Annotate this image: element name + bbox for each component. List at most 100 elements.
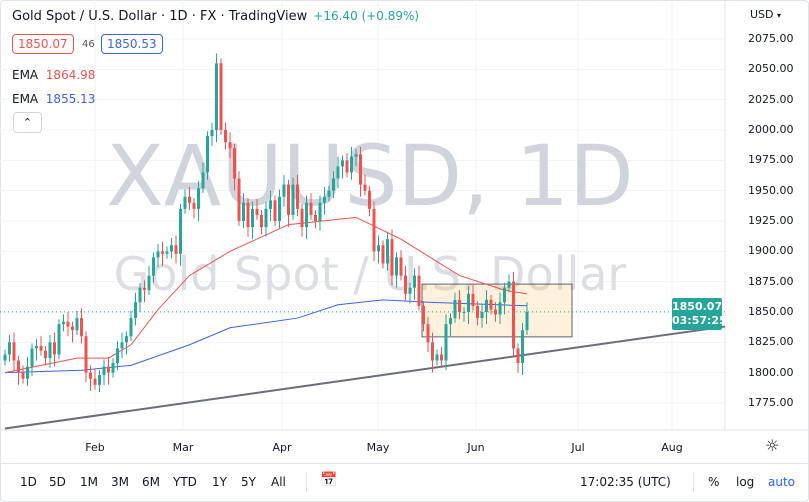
candle-body bbox=[170, 245, 173, 252]
candle-body bbox=[237, 178, 241, 221]
candle-body bbox=[228, 142, 232, 149]
candle-body bbox=[206, 136, 209, 173]
x-tick-label: Jul bbox=[571, 441, 585, 454]
candle-body bbox=[93, 378, 97, 385]
candle-body bbox=[156, 251, 160, 258]
candle-body bbox=[300, 208, 304, 228]
range-button-all[interactable]: All bbox=[271, 475, 286, 489]
trendline bbox=[4, 325, 726, 430]
chevron-up-icon: ⌃ bbox=[22, 116, 33, 129]
symbol-legend: Gold Spot / U.S. Dollar · 1D · FX · Trad… bbox=[12, 9, 419, 24]
ema-label: EMA bbox=[12, 68, 39, 82]
candle-body bbox=[408, 287, 412, 294]
candle-body bbox=[138, 287, 142, 303]
currency-selector[interactable]: USD ▾ bbox=[750, 8, 781, 21]
candle-body bbox=[3, 354, 7, 361]
gear-sun-icon[interactable]: ☼ bbox=[765, 436, 780, 455]
range-button-1d[interactable]: 1D bbox=[20, 475, 37, 489]
sell-price[interactable]: 1850.07 bbox=[12, 34, 74, 54]
candle-body bbox=[246, 202, 250, 228]
candle-body bbox=[269, 200, 272, 209]
range-button-5d[interactable]: 5D bbox=[49, 475, 66, 489]
candle-body bbox=[120, 342, 124, 349]
candle-body bbox=[278, 196, 281, 221]
candle-body bbox=[422, 305, 425, 325]
candle-body bbox=[507, 281, 511, 288]
range-button-5y[interactable]: 5Y bbox=[241, 475, 256, 489]
buy-price[interactable]: 1850.53 bbox=[101, 34, 163, 54]
candle-body bbox=[489, 299, 493, 310]
candle-body bbox=[368, 190, 371, 209]
candle-body bbox=[381, 245, 385, 264]
candle-body bbox=[521, 330, 524, 363]
log-toggle[interactable]: log bbox=[736, 475, 755, 489]
candle-body bbox=[273, 200, 277, 221]
y-tick-label: 1800.00 bbox=[748, 365, 794, 379]
currency-label: USD bbox=[750, 8, 774, 21]
candle-body bbox=[8, 342, 11, 355]
candle-body bbox=[309, 202, 313, 215]
candle-body bbox=[476, 305, 479, 319]
auto-toggle[interactable]: auto bbox=[768, 475, 796, 489]
clock[interactable]: 17:02:35 (UTC) bbox=[580, 475, 671, 489]
candle-body bbox=[179, 208, 182, 254]
candle-body bbox=[332, 178, 335, 191]
y-tick-label: 1975.00 bbox=[748, 153, 794, 167]
ema-fast-legend[interactable]: EMA 1864.98 bbox=[12, 68, 95, 82]
price-change: +16.40 (+0.89%) bbox=[313, 9, 420, 23]
ema-slow-legend[interactable]: EMA 1855.13 bbox=[12, 92, 95, 106]
candle-body bbox=[512, 281, 515, 349]
y-tick-label: 1775.00 bbox=[748, 395, 794, 409]
candle-body bbox=[17, 360, 20, 373]
candle-body bbox=[48, 342, 52, 359]
range-button-ytd[interactable]: YTD bbox=[173, 475, 197, 489]
watermark-description: Gold Spot / U.S. Dollar bbox=[114, 247, 627, 301]
candle-body bbox=[98, 375, 101, 385]
candle-body bbox=[327, 190, 331, 197]
candle-body bbox=[494, 309, 497, 315]
candle-body bbox=[174, 245, 178, 254]
symbol-title[interactable]: Gold Spot / U.S. Dollar · 1D · FX · Trad… bbox=[12, 9, 308, 24]
divider bbox=[693, 472, 694, 492]
candle-body bbox=[201, 172, 205, 189]
candle-body bbox=[399, 257, 403, 276]
candle-body bbox=[242, 202, 245, 221]
candle-body bbox=[404, 275, 407, 294]
candle-body bbox=[390, 239, 394, 276]
x-tick-label: Jun bbox=[467, 441, 485, 454]
collapse-legend-button[interactable]: ⌃ bbox=[13, 112, 42, 133]
candle-body bbox=[12, 342, 16, 361]
range-button-1m[interactable]: 1M bbox=[80, 475, 98, 489]
candle-body bbox=[458, 299, 461, 312]
candle-body bbox=[336, 166, 340, 179]
candle-body bbox=[251, 208, 254, 228]
percent-toggle[interactable]: % bbox=[708, 475, 720, 489]
range-button-1y[interactable]: 1Y bbox=[212, 475, 227, 489]
ema-value: 1855.13 bbox=[45, 92, 96, 106]
candle-body bbox=[233, 148, 236, 179]
candle-body bbox=[345, 160, 349, 173]
candle-body bbox=[260, 214, 263, 228]
chevron-down-icon: ▾ bbox=[777, 11, 782, 20]
candle-body bbox=[413, 275, 416, 288]
candle-body bbox=[116, 348, 119, 363]
bottom-toolbar: 1D 5D 1M 3M 6M YTD 1Y 5Y All 📅 17:02:35 (UTC) % … bbox=[0, 463, 809, 500]
bar-countdown: 03:57:25 bbox=[672, 314, 727, 327]
x-tick-label: Feb bbox=[85, 441, 105, 454]
candle-body bbox=[372, 208, 376, 252]
candle-body bbox=[44, 350, 47, 359]
candle-body bbox=[35, 345, 38, 349]
candle-body bbox=[449, 318, 452, 325]
candle-body bbox=[147, 275, 151, 291]
candle-body bbox=[89, 372, 92, 379]
candle-body bbox=[417, 275, 421, 306]
candle-body bbox=[75, 318, 79, 331]
calendar-goto-icon[interactable]: 📅 bbox=[320, 472, 338, 488]
candle-body bbox=[287, 184, 290, 215]
range-button-3m[interactable]: 3M bbox=[111, 475, 129, 489]
candle-body bbox=[224, 129, 227, 143]
range-button-6m[interactable]: 6M bbox=[142, 475, 160, 489]
candle-body bbox=[377, 245, 380, 252]
spread: 46 bbox=[82, 39, 95, 50]
